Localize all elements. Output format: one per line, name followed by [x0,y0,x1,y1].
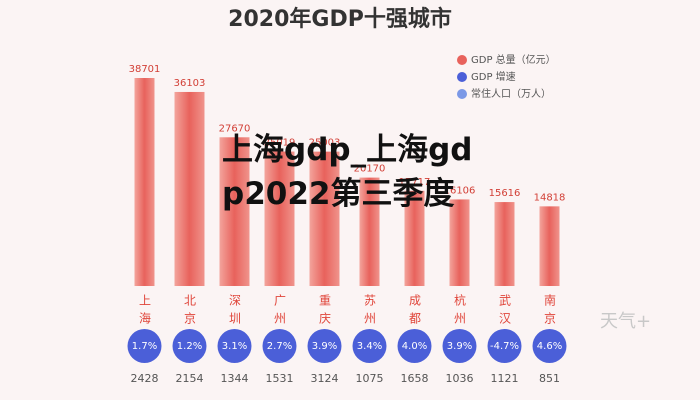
x-tick-label: 重庆 [318,294,332,330]
bar [404,190,425,286]
value-label: 27670 [219,123,251,134]
population-label: 1344 [221,372,249,385]
legend-label: 常住人口（万人） [471,87,551,100]
value-label: 20170 [354,164,386,175]
growth-label: 4.6% [537,341,562,352]
value-label: 25003 [309,138,341,149]
population-label: 1531 [266,372,294,385]
growth-marker [217,329,252,363]
x-tick-label: 成都 [408,294,422,330]
x-tick-label: 苏州 [363,294,377,330]
value-label: 17717 [399,177,431,188]
value-label: 36103 [174,78,206,89]
overlay-text: 上海gdp_上海gdp2022第三季度 [222,132,473,212]
watermark: 天气+ [600,311,651,332]
growth-label: 3.9% [312,341,337,352]
bar [494,202,515,286]
value-label: 14818 [534,192,566,203]
x-tick-label: 南京 [543,293,557,330]
population-label: 1121 [491,372,519,385]
legend-marker [457,55,467,65]
chart-title: 2020年GDP十强城市 [228,6,452,32]
growth-marker [532,329,567,363]
value-label: 15616 [489,188,521,199]
bar [449,199,470,286]
bar [134,78,155,286]
growth-label: 1.7% [132,341,157,352]
x-tick-label: 北京 [183,294,197,330]
bar [359,177,380,286]
growth-marker [442,329,477,363]
bar [174,91,205,287]
bar [264,151,295,286]
growth-label: -4.7% [490,341,519,352]
bar [539,206,560,286]
growth-label: 3.1% [222,341,247,352]
growth-marker [262,329,297,363]
population-label: 2428 [131,372,159,385]
bar [309,151,340,286]
legend-label: GDP 增速 [471,70,516,83]
growth-marker [487,329,522,363]
x-tick-label: 广州 [273,294,287,330]
growth-label: 2.7% [267,341,292,352]
value-label: 16106 [444,185,476,196]
population-label: 1036 [446,372,474,385]
growth-marker [307,329,342,363]
growth-label: 4.0% [402,341,427,352]
bar [219,137,250,286]
value-label: 25019 [264,138,296,149]
x-tick-label: 上海 [138,294,152,330]
growth-label: 1.2% [177,341,202,352]
growth-label: 3.9% [447,341,472,352]
x-tick-label: 深圳 [228,294,242,330]
population-label: 3124 [311,372,339,385]
population-label: 2154 [176,372,204,385]
value-label: 38701 [129,64,161,75]
growth-marker [397,329,432,363]
legend-label: GDP 总量（亿元） [471,53,556,66]
population-label: 1658 [401,372,429,385]
growth-label: 3.4% [357,341,382,352]
x-tick-label: 武汉 [498,294,512,330]
population-label: 851 [539,372,560,385]
growth-marker [352,329,387,363]
growth-marker [172,329,207,363]
legend-marker [457,72,467,82]
population-label: 1075 [356,372,384,385]
growth-marker [127,329,162,363]
x-tick-label: 杭州 [453,293,467,330]
legend-marker [457,89,467,99]
